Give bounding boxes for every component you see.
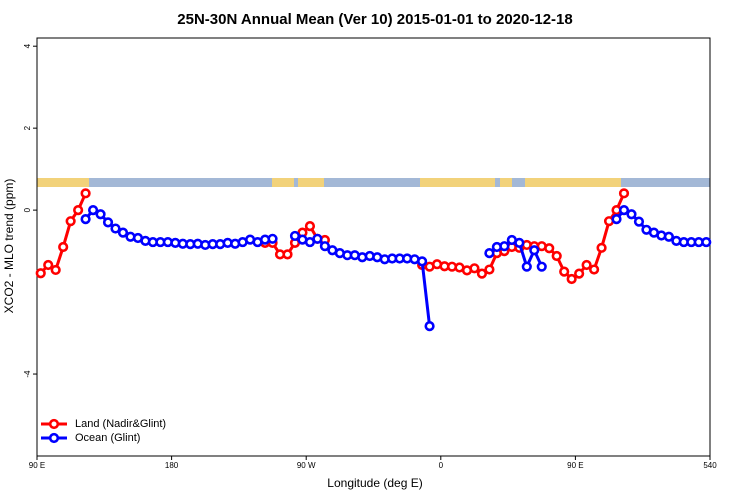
data-point xyxy=(73,205,84,216)
y-axis-label: XCO2 - MLO trend (ppm) xyxy=(2,179,16,314)
data-point xyxy=(484,264,495,275)
data-point xyxy=(80,214,91,225)
land-mask-strip xyxy=(37,178,710,187)
data-point xyxy=(536,261,547,272)
legend-label: Ocean (Glint) xyxy=(75,432,140,444)
x-tick-label: 0 xyxy=(439,461,444,470)
data-point xyxy=(521,261,532,272)
series xyxy=(80,205,712,332)
data-point xyxy=(282,249,293,260)
data-point xyxy=(267,233,278,244)
data-point xyxy=(663,231,674,242)
plot-frame xyxy=(36,37,711,457)
data-point xyxy=(80,188,91,199)
data-point xyxy=(110,223,121,234)
data-point xyxy=(701,236,712,248)
legend-label: Land (Nadir&Glint) xyxy=(75,418,166,430)
data-point xyxy=(58,241,69,253)
data-point xyxy=(544,243,555,254)
data-point xyxy=(618,188,630,199)
data-point xyxy=(566,273,577,285)
data-point xyxy=(102,217,114,228)
data-point xyxy=(117,227,129,238)
data-point xyxy=(87,205,99,216)
data-point xyxy=(50,264,61,276)
data-point xyxy=(43,259,54,271)
chart-title: 25N-30N Annual Mean (Ver 10) 2015-01-01 … xyxy=(177,11,572,28)
series-line xyxy=(84,208,707,327)
data-point xyxy=(304,221,316,232)
data-point xyxy=(529,245,540,256)
x-axis-label: Longitude (deg E) xyxy=(327,476,422,490)
data-point xyxy=(289,230,301,242)
data-point xyxy=(618,205,630,216)
legend-marker xyxy=(48,432,60,444)
data-point xyxy=(574,268,585,279)
data-point xyxy=(484,248,495,259)
data-point xyxy=(476,268,488,279)
data-point xyxy=(559,266,570,277)
y-tick-label: -4 xyxy=(23,370,32,378)
data-point xyxy=(596,242,607,253)
data-point xyxy=(551,250,562,262)
data-point xyxy=(581,259,592,271)
x-tick-label: 90 E xyxy=(29,461,45,470)
x-tick-label: 540 xyxy=(703,461,717,470)
legend: Land (Nadir&Glint) Ocean (Glint) xyxy=(41,418,166,444)
series xyxy=(35,188,630,285)
data-point xyxy=(469,263,480,274)
data-point xyxy=(424,320,435,332)
data-point xyxy=(626,209,637,220)
data-point xyxy=(95,209,106,220)
data-point xyxy=(633,216,645,227)
data-point xyxy=(319,241,330,252)
data-point xyxy=(514,237,525,249)
x-tick-label: 90 W xyxy=(297,461,316,470)
data-point xyxy=(588,264,600,275)
legend-marker xyxy=(48,418,60,430)
x-tick-label: 90 E xyxy=(567,461,583,470)
data-point xyxy=(65,216,76,227)
data-point xyxy=(499,241,510,252)
data-point xyxy=(312,233,323,244)
y-tick-label: 2 xyxy=(23,125,32,130)
y-tick-label: 4 xyxy=(23,43,32,48)
data-point xyxy=(611,214,622,225)
y-tick-label: 0 xyxy=(23,207,32,212)
x-tick-label: 180 xyxy=(165,461,179,470)
data-point xyxy=(417,256,428,267)
data-point xyxy=(35,268,46,279)
